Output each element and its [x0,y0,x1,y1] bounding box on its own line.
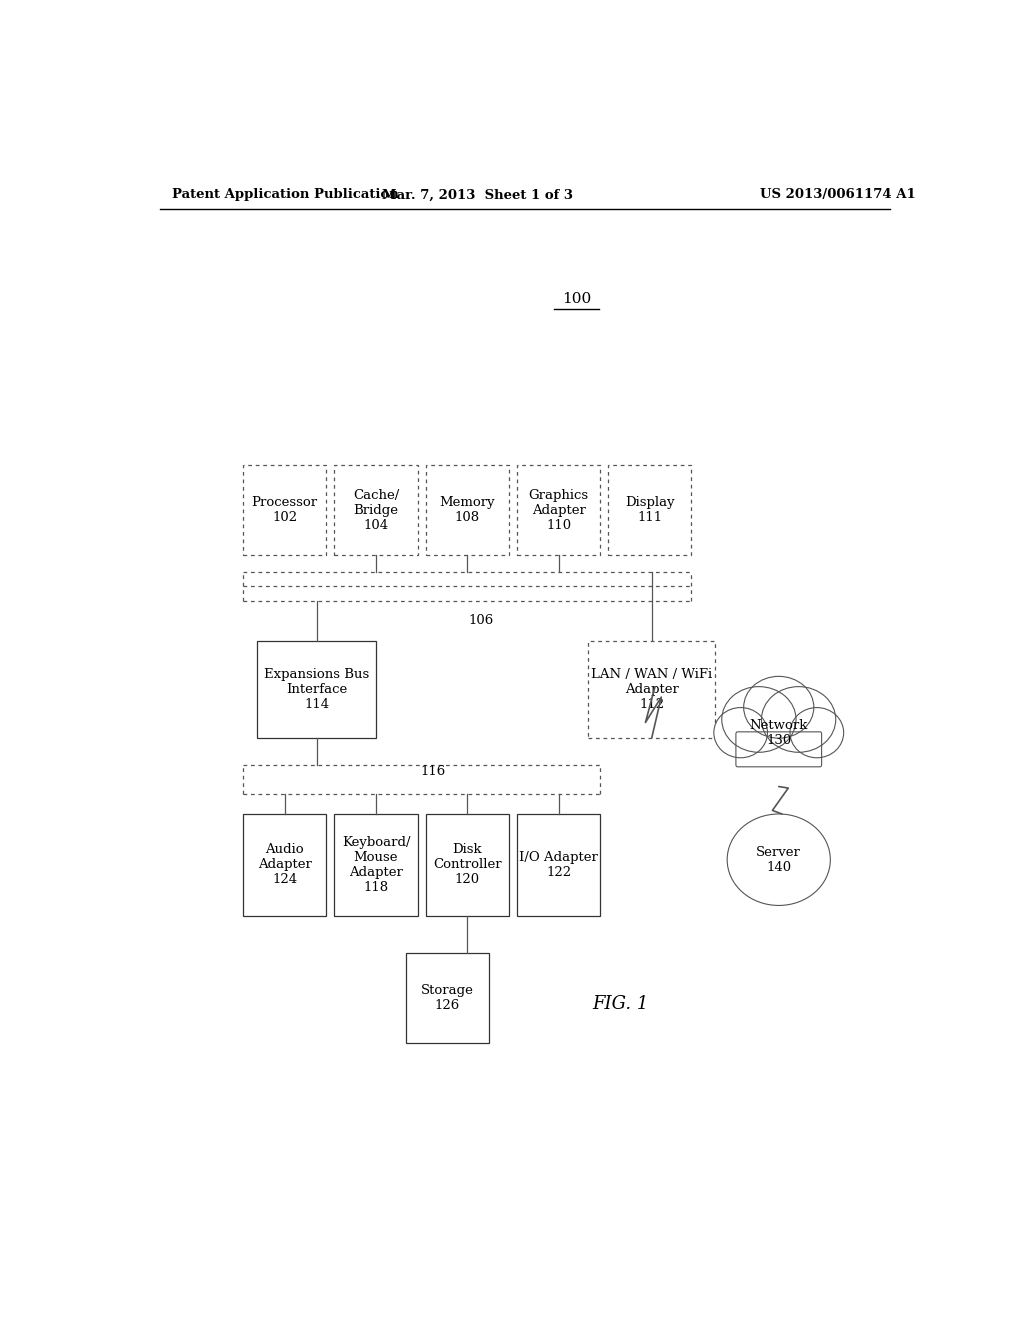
Bar [334,466,418,554]
Bar [517,814,600,916]
Bar [334,814,418,916]
Ellipse shape [714,708,767,758]
Text: Expansions Bus
Interface
114: Expansions Bus Interface 114 [264,668,370,711]
Text: Display
111: Display 111 [625,496,675,524]
Text: FIG. 1: FIG. 1 [592,995,648,1012]
Text: Server
140: Server 140 [757,846,801,874]
Text: Keyboard/
Mouse
Adapter
118: Keyboard/ Mouse Adapter 118 [342,836,411,894]
Text: Audio
Adapter
124: Audio Adapter 124 [258,843,311,886]
Ellipse shape [725,725,833,771]
Text: Processor
102: Processor 102 [252,496,317,524]
Bar [243,814,327,916]
Text: 116: 116 [421,766,446,779]
Text: Graphics
Adapter
110: Graphics Adapter 110 [528,488,589,532]
Text: Memory
108: Memory 108 [439,496,495,524]
FancyBboxPatch shape [736,731,821,767]
Bar [426,466,509,554]
Text: Storage
126: Storage 126 [421,983,474,1012]
Text: US 2013/0061174 A1: US 2013/0061174 A1 [761,189,916,202]
Ellipse shape [743,676,814,738]
Text: 100: 100 [562,292,591,306]
Bar [243,466,327,554]
Text: LAN / WAN / WiFi
Adapter
112: LAN / WAN / WiFi Adapter 112 [591,668,713,711]
Ellipse shape [727,814,830,906]
Text: Network
130: Network 130 [750,718,808,747]
Bar [406,953,489,1043]
Ellipse shape [791,708,844,758]
Text: 106: 106 [469,614,494,627]
Ellipse shape [762,686,836,752]
Bar [426,814,509,916]
Bar [608,466,691,554]
Ellipse shape [722,686,796,752]
Text: I/O Adapter
122: I/O Adapter 122 [519,851,598,879]
Text: Cache/
Bridge
104: Cache/ Bridge 104 [353,488,399,532]
Text: Patent Application Publication: Patent Application Publication [172,189,398,202]
Text: Disk
Controller
120: Disk Controller 120 [433,843,502,886]
Bar [588,642,715,738]
Bar [517,466,600,554]
Bar [257,642,377,738]
Text: Mar. 7, 2013  Sheet 1 of 3: Mar. 7, 2013 Sheet 1 of 3 [382,189,572,202]
